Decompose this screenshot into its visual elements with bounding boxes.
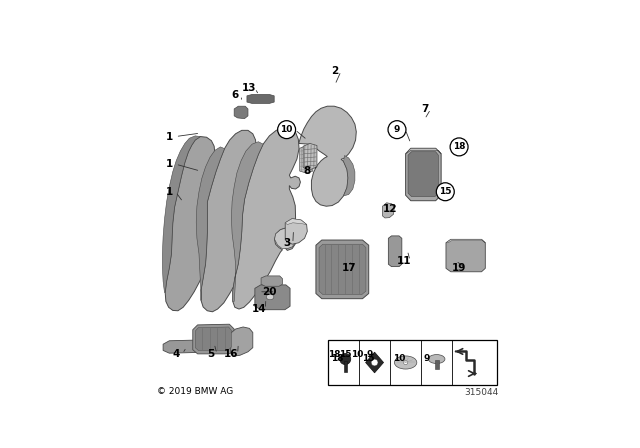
Polygon shape — [300, 146, 313, 173]
Circle shape — [436, 183, 454, 201]
FancyBboxPatch shape — [435, 360, 439, 369]
Text: 13: 13 — [241, 83, 256, 93]
Text: 16: 16 — [224, 349, 239, 359]
Text: 20: 20 — [262, 287, 276, 297]
Text: 7: 7 — [421, 104, 428, 114]
Text: 12: 12 — [383, 204, 397, 214]
Polygon shape — [446, 239, 485, 272]
Text: 15: 15 — [362, 354, 374, 363]
Text: 8: 8 — [303, 166, 311, 176]
Polygon shape — [196, 147, 225, 301]
Polygon shape — [261, 276, 282, 286]
Text: 6: 6 — [231, 90, 239, 100]
Polygon shape — [406, 148, 441, 201]
Polygon shape — [319, 244, 366, 294]
Polygon shape — [406, 148, 441, 154]
Polygon shape — [201, 130, 259, 312]
Text: 15: 15 — [339, 350, 352, 359]
Polygon shape — [275, 228, 296, 249]
Text: 11: 11 — [397, 256, 411, 266]
FancyBboxPatch shape — [344, 361, 347, 372]
Text: 15: 15 — [439, 187, 452, 196]
Text: 18: 18 — [453, 142, 465, 151]
Polygon shape — [231, 327, 253, 356]
Polygon shape — [232, 142, 263, 302]
Polygon shape — [285, 219, 307, 244]
Text: 3: 3 — [283, 238, 290, 249]
Text: 17: 17 — [341, 263, 356, 273]
Text: 9: 9 — [366, 350, 372, 359]
Text: © 2019 BMW AG: © 2019 BMW AG — [157, 388, 234, 396]
Polygon shape — [383, 203, 394, 218]
Polygon shape — [233, 128, 300, 309]
Polygon shape — [193, 324, 234, 354]
Polygon shape — [344, 155, 355, 196]
Text: 9: 9 — [394, 125, 400, 134]
Polygon shape — [285, 219, 307, 224]
Polygon shape — [408, 152, 438, 197]
Text: 10: 10 — [393, 354, 405, 363]
Text: 4: 4 — [173, 349, 180, 359]
Polygon shape — [255, 285, 290, 310]
Polygon shape — [163, 136, 200, 293]
Circle shape — [388, 121, 406, 138]
Text: 18: 18 — [328, 350, 340, 359]
Text: 1: 1 — [166, 187, 173, 197]
Polygon shape — [163, 340, 201, 353]
Polygon shape — [234, 106, 248, 119]
Ellipse shape — [394, 356, 417, 369]
Text: 315044: 315044 — [465, 388, 499, 397]
Polygon shape — [303, 143, 317, 170]
FancyBboxPatch shape — [328, 340, 497, 385]
Text: 10: 10 — [280, 125, 292, 134]
Polygon shape — [388, 236, 402, 267]
Polygon shape — [165, 137, 220, 311]
Text: 14: 14 — [252, 304, 266, 314]
Polygon shape — [446, 239, 485, 243]
Text: 1: 1 — [166, 132, 173, 142]
Ellipse shape — [428, 354, 445, 363]
Text: 19: 19 — [452, 263, 467, 273]
Ellipse shape — [266, 294, 274, 300]
Polygon shape — [316, 240, 369, 299]
Polygon shape — [247, 95, 274, 103]
Circle shape — [450, 138, 468, 156]
Text: 10: 10 — [351, 350, 364, 359]
Polygon shape — [299, 106, 356, 206]
Circle shape — [404, 361, 408, 365]
Circle shape — [340, 353, 351, 365]
Polygon shape — [365, 352, 383, 373]
Polygon shape — [195, 327, 232, 350]
Text: 5: 5 — [207, 349, 214, 359]
Text: 1: 1 — [166, 159, 173, 169]
Circle shape — [371, 359, 378, 366]
Circle shape — [278, 121, 296, 138]
Text: 18: 18 — [331, 354, 343, 363]
Text: 2: 2 — [332, 66, 339, 76]
Text: 9: 9 — [424, 354, 430, 363]
